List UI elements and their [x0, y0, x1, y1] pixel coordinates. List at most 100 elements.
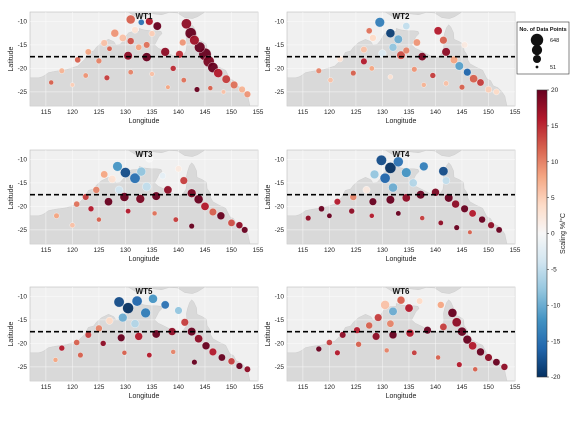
station-point — [472, 366, 478, 372]
station-point — [476, 78, 485, 87]
station-point — [165, 84, 171, 90]
station-point — [388, 182, 398, 193]
colorbar-tick-label: -15 — [551, 338, 561, 345]
station-point — [362, 186, 371, 194]
x-tick-label: 120 — [67, 247, 78, 254]
station-point — [437, 301, 445, 309]
size-legend-marker — [535, 65, 539, 69]
station-point — [194, 41, 206, 53]
x-tick-label: 125 — [351, 384, 362, 391]
x-tick-label: 125 — [94, 384, 105, 391]
station-point — [113, 296, 125, 308]
station-point — [69, 82, 75, 88]
station-point — [388, 43, 398, 52]
station-point — [207, 85, 213, 91]
x-tick-label: 125 — [351, 247, 362, 254]
x-axis-label: Longitude — [386, 256, 417, 263]
station-point — [484, 353, 493, 362]
x-tick-label: 135 — [404, 384, 415, 391]
station-point — [372, 332, 381, 341]
colorbar-tick-label: 15 — [551, 123, 559, 130]
y-tick-label: -20 — [275, 204, 285, 211]
x-tick-label: 150 — [483, 384, 494, 391]
new-guinea-landmass — [127, 287, 206, 294]
station-point — [305, 215, 312, 222]
station-point — [380, 300, 390, 310]
station-point — [95, 324, 103, 333]
x-tick-label: 120 — [324, 247, 335, 254]
x-tick-label: 140 — [430, 109, 441, 116]
x-tick-label: 125 — [94, 247, 105, 254]
station-point — [108, 175, 117, 184]
station-point — [159, 172, 167, 180]
station-point — [127, 69, 134, 76]
y-axis-label: Latitude — [265, 184, 272, 209]
station-point — [413, 38, 421, 47]
station-point — [208, 208, 217, 216]
station-point — [385, 195, 395, 205]
station-point — [143, 41, 151, 49]
x-tick-label: 140 — [173, 384, 184, 391]
panel-wt5: WT5 115 120 125 130 135 140 145 150 155 -10 -15 -20 -… — [8, 286, 264, 400]
station-point — [393, 34, 403, 44]
y-tick-label: -10 — [18, 157, 28, 164]
station-point — [368, 65, 375, 72]
station-point — [140, 307, 151, 318]
size-legend-max-label: 648 — [550, 38, 559, 44]
colorbar-tick-label: 10 — [551, 159, 559, 166]
station-point — [77, 352, 84, 359]
station-point — [385, 28, 396, 38]
station-point — [360, 46, 368, 54]
station-point — [378, 49, 387, 58]
station-point — [326, 212, 333, 219]
x-tick-label: 135 — [404, 109, 415, 116]
x-tick-label: 115 — [41, 109, 52, 116]
x-tick-label: 140 — [430, 384, 441, 391]
x-tick-label: 140 — [430, 247, 441, 254]
y-tick-label: -25 — [275, 364, 285, 371]
station-point — [395, 210, 402, 217]
station-point — [495, 226, 503, 234]
station-point — [423, 326, 432, 335]
station-point — [468, 209, 477, 218]
new-guinea-landmass — [127, 150, 206, 157]
x-tick-label: 135 — [147, 384, 158, 391]
station-point — [125, 208, 131, 214]
station-point — [118, 313, 128, 323]
x-tick-label: 150 — [226, 109, 237, 116]
station-point — [194, 86, 200, 93]
station-point — [439, 323, 448, 331]
size-legend-title: No. of Data Points — [519, 27, 566, 33]
station-point — [100, 39, 108, 47]
panel-map — [30, 150, 258, 244]
panel-map — [30, 12, 258, 106]
station-point — [411, 349, 418, 356]
station-point — [52, 357, 59, 363]
station-point — [487, 221, 495, 229]
y-tick-label: -10 — [18, 294, 28, 301]
panel-map — [287, 12, 515, 106]
y-axis-label: Latitude — [8, 184, 15, 209]
y-axis-label: Latitude — [265, 321, 272, 346]
x-tick-label: 140 — [173, 109, 184, 116]
station-point — [235, 221, 244, 229]
station-point — [408, 178, 418, 188]
station-point — [459, 84, 465, 91]
panel-title: WT6 — [393, 287, 410, 296]
station-point — [130, 319, 140, 328]
x-axis-label: Longitude — [386, 393, 417, 400]
station-point — [84, 48, 92, 56]
x-axis-label: Longitude — [129, 393, 160, 400]
new-guinea-landmass — [384, 12, 463, 19]
x-tick-label: 115 — [41, 384, 52, 391]
station-point — [368, 197, 377, 206]
station-point — [388, 306, 398, 316]
station-point — [365, 321, 373, 330]
y-tick-label: -20 — [275, 66, 285, 73]
new-guinea-landmass — [384, 150, 463, 157]
station-point — [243, 90, 251, 98]
station-point — [114, 185, 124, 195]
x-tick-label: 150 — [483, 109, 494, 116]
station-point — [468, 341, 477, 351]
station-point — [92, 186, 100, 194]
